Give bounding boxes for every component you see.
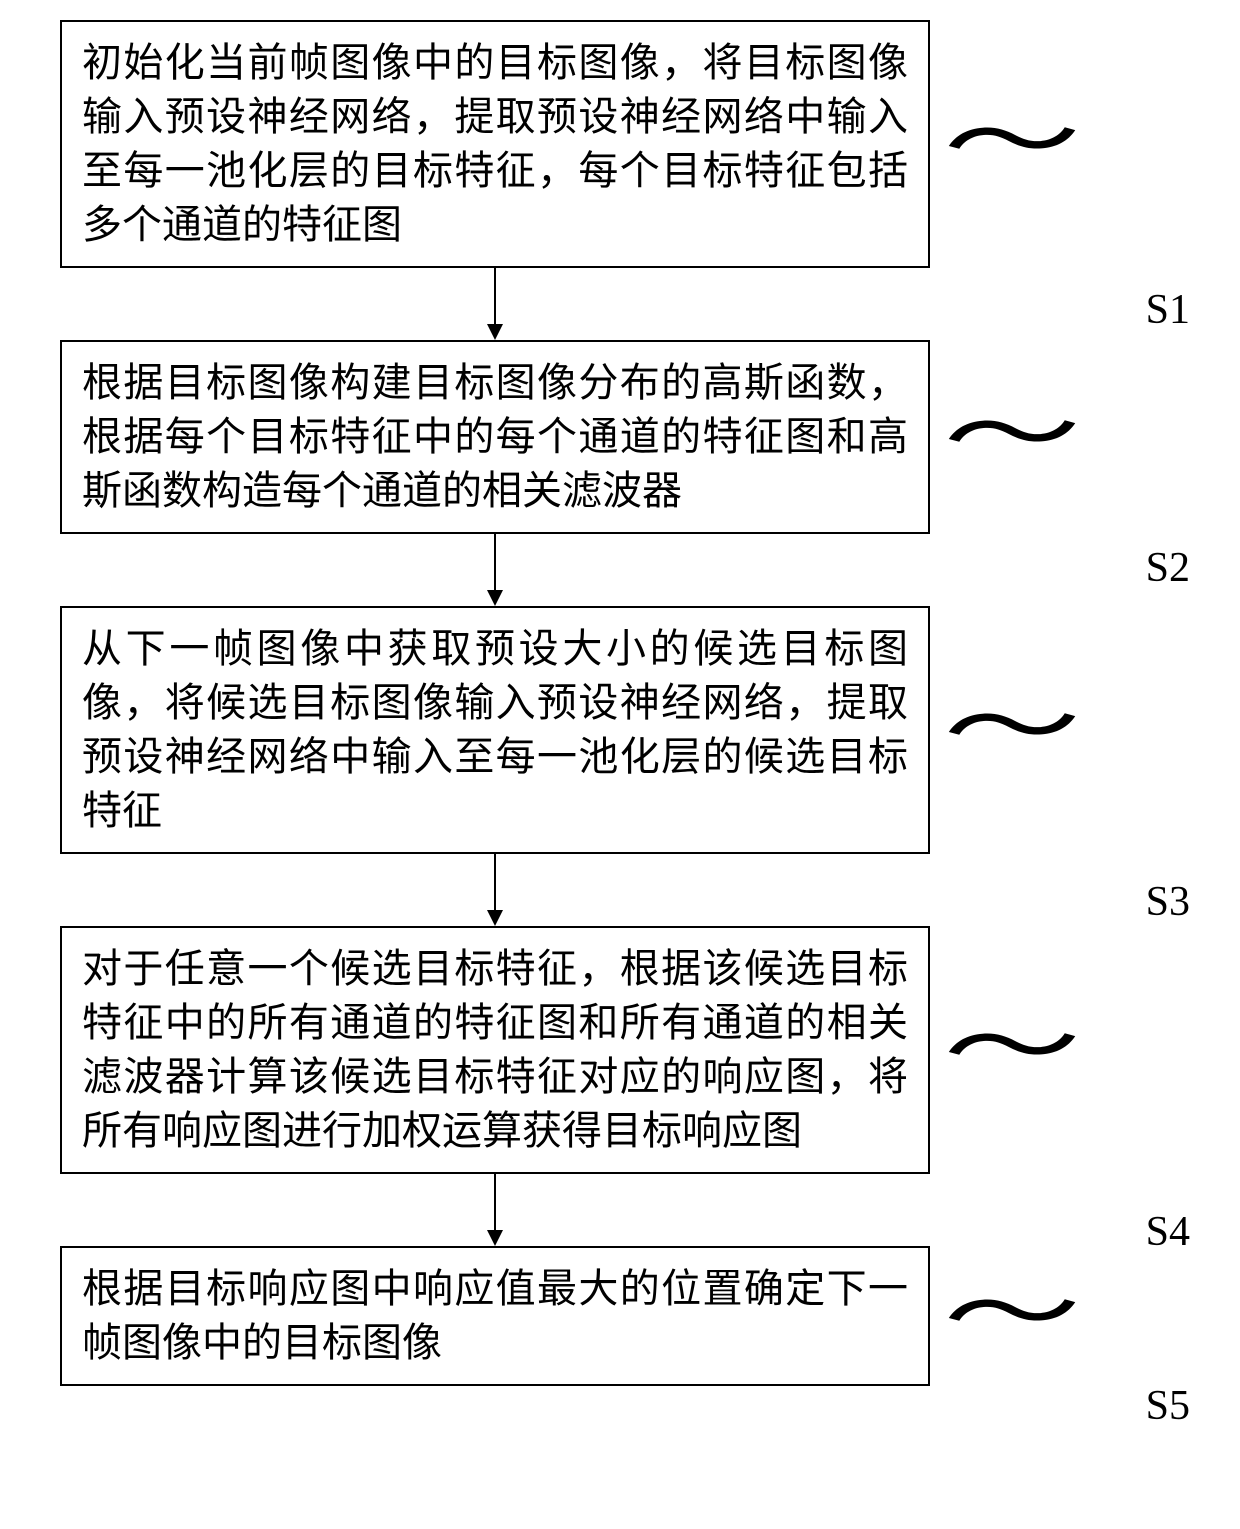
step-box-s5: 根据目标响应图中响应值最大的位置确定下一帧图像中的目标图像 [60, 1246, 930, 1386]
connector-s5: 〜 [948, 1281, 1048, 1351]
step-label-s5: S5 [1146, 1382, 1190, 1430]
step-label-s3: S3 [1146, 878, 1190, 926]
arrow-s2-s3 [60, 534, 930, 606]
tilde-icon: 〜 [936, 387, 1090, 487]
connector-s4: 〜 [948, 1015, 1048, 1085]
step-box-s1: 初始化当前帧图像中的目标图像，将目标图像输入预设神经网络，提取预设神经网络中输入… [60, 20, 930, 268]
step-label-s1: S1 [1146, 286, 1190, 334]
connector-s3: 〜 [948, 695, 1048, 765]
tilde-icon: 〜 [936, 680, 1090, 780]
step-text-s1: 初始化当前帧图像中的目标图像，将目标图像输入预设神经网络，提取预设神经网络中输入… [82, 36, 908, 252]
arrow-s1-s2 [60, 268, 930, 340]
step-row-s3: 从下一帧图像中获取预设大小的候选目标图像，将候选目标图像输入预设神经网络，提取预… [60, 606, 1180, 854]
step-row-s4: 对于任意一个候选目标特征，根据该候选目标特征中的所有通道的特征图和所有通道的相关… [60, 926, 1180, 1174]
step-text-s5: 根据目标响应图中响应值最大的位置确定下一帧图像中的目标图像 [82, 1262, 908, 1370]
step-text-s4: 对于任意一个候选目标特征，根据该候选目标特征中的所有通道的特征图和所有通道的相关… [82, 942, 908, 1158]
step-box-s4: 对于任意一个候选目标特征，根据该候选目标特征中的所有通道的特征图和所有通道的相关… [60, 926, 930, 1174]
connector-s2: 〜 [948, 402, 1048, 472]
step-box-s3: 从下一帧图像中获取预设大小的候选目标图像，将候选目标图像输入预设神经网络，提取预… [60, 606, 930, 854]
step-box-s2: 根据目标图像构建目标图像分布的高斯函数，根据每个目标特征中的每个通道的特征图和高… [60, 340, 930, 534]
arrow-s4-s5 [60, 1174, 930, 1246]
step-row-s2: 根据目标图像构建目标图像分布的高斯函数，根据每个目标特征中的每个通道的特征图和高… [60, 340, 1180, 534]
tilde-icon: 〜 [936, 1266, 1090, 1366]
connector-s1: 〜 [948, 109, 1048, 179]
tilde-icon: 〜 [936, 94, 1090, 194]
tilde-icon: 〜 [936, 1000, 1090, 1100]
step-row-s5: 根据目标响应图中响应值最大的位置确定下一帧图像中的目标图像 〜 S5 [60, 1246, 1180, 1386]
flowchart-container: 初始化当前帧图像中的目标图像，将目标图像输入预设神经网络，提取预设神经网络中输入… [60, 20, 1180, 1386]
arrow-s3-s4 [60, 854, 930, 926]
step-row-s1: 初始化当前帧图像中的目标图像，将目标图像输入预设神经网络，提取预设神经网络中输入… [60, 20, 1180, 268]
step-label-s2: S2 [1146, 544, 1190, 592]
step-text-s3: 从下一帧图像中获取预设大小的候选目标图像，将候选目标图像输入预设神经网络，提取预… [82, 622, 908, 838]
step-text-s2: 根据目标图像构建目标图像分布的高斯函数，根据每个目标特征中的每个通道的特征图和高… [82, 356, 908, 518]
